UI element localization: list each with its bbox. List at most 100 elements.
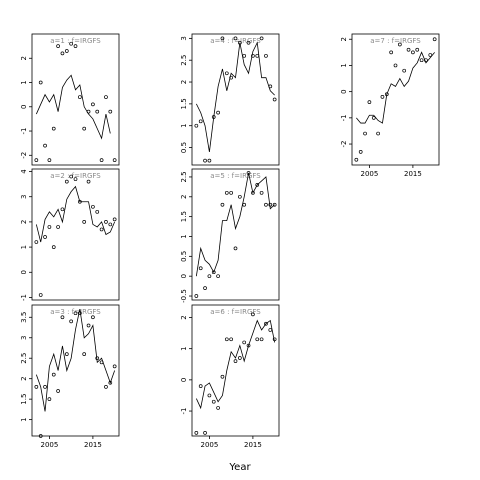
data-point [60, 51, 65, 56]
y-tick-label: 3 [20, 194, 28, 198]
y-tick-label: 1 [180, 123, 188, 127]
data-point [216, 110, 220, 115]
data-point [198, 384, 203, 388]
data-point [398, 42, 402, 47]
data-point [272, 97, 277, 102]
y-tick-label: 1 [180, 234, 188, 238]
data-point [255, 183, 260, 187]
series-line [35, 74, 111, 140]
data-point [86, 179, 91, 184]
data-point [233, 359, 238, 363]
data-point [211, 270, 216, 275]
data-point [367, 100, 372, 104]
series-line [195, 41, 275, 152]
data-point [108, 109, 113, 114]
x-tick-label: 2015 [84, 441, 102, 449]
series-line [35, 309, 116, 412]
data-point [108, 222, 113, 227]
x-axis-title: Year [228, 462, 251, 473]
x-tick-label: 2005 [360, 170, 378, 178]
data-point [264, 202, 268, 207]
data-point [207, 274, 212, 279]
data-point [91, 102, 95, 107]
series-line [195, 319, 276, 410]
y-tick-label: 0 [180, 274, 188, 278]
x-tick-label: 2005 [200, 441, 218, 449]
y-tick-label: 3 [20, 336, 28, 340]
data-point [251, 312, 255, 317]
y-tick-label: 4 [20, 169, 28, 174]
data-point [82, 352, 87, 356]
data-point [69, 41, 74, 46]
data-point [203, 158, 207, 163]
data-point [246, 40, 251, 45]
data-point [220, 36, 225, 41]
data-point [194, 294, 199, 298]
data-point [47, 397, 52, 402]
y-tick-label: 0 [20, 105, 28, 109]
data-point [73, 177, 78, 181]
data-point [207, 393, 212, 398]
panel-2: a=2 : f=IRGFS -1 0 1 2 3 4 [20, 168, 120, 301]
y-tick-label: 1.5 [180, 98, 188, 109]
data-point [203, 431, 207, 435]
y-tick-label: -1 [20, 294, 28, 301]
data-point [69, 319, 74, 324]
data-point [56, 44, 60, 48]
y-tick-label: 0 [180, 378, 188, 382]
data-point [415, 47, 420, 52]
data-point [272, 202, 277, 207]
data-point [108, 380, 113, 385]
data-point [246, 343, 251, 348]
panel-7: a=7 : f=IRGFS -2 -1 0 1 2 2005 2015 [340, 33, 440, 178]
data-point [216, 406, 220, 410]
data-point [402, 68, 407, 73]
data-point [428, 53, 433, 57]
panel-strip-label: a=4 : f=IRGFS [210, 37, 261, 45]
y-tick-label: 1.5 [20, 394, 28, 405]
data-point [104, 220, 108, 224]
data-point [51, 372, 56, 377]
data-point [358, 150, 363, 154]
y-tick-label: -0.5 [180, 289, 188, 303]
data-point [259, 337, 264, 342]
y-tick-label: 2.5 [180, 171, 188, 182]
data-point [255, 337, 260, 342]
data-point [432, 37, 437, 42]
data-point [229, 337, 233, 342]
data-point [82, 220, 87, 224]
data-point [229, 190, 233, 195]
data-point [194, 431, 199, 435]
data-point [64, 49, 69, 53]
data-point [233, 246, 238, 251]
data-point [264, 53, 268, 58]
data-point [99, 158, 104, 162]
data-point [86, 323, 91, 328]
data-point [56, 389, 60, 393]
y-tick-label: 2 [180, 80, 188, 84]
panel-frame [31, 168, 120, 301]
data-point [112, 158, 117, 162]
data-point [255, 53, 260, 58]
y-tick-label: -1 [180, 408, 188, 415]
data-point [233, 36, 238, 41]
y-tick-label: 1 [20, 245, 28, 249]
y-tick-label: 1 [340, 63, 348, 67]
y-tick-label: 1 [20, 417, 28, 421]
panel-4: a=4 : f=IRGFS 0.5 1 1.5 2 2.5 3 [180, 33, 280, 166]
data-point [224, 71, 229, 76]
data-point [268, 328, 273, 332]
data-point [198, 119, 203, 124]
data-point [47, 225, 52, 229]
panel-frame [191, 168, 280, 301]
data-point [220, 374, 225, 379]
y-tick-label: 0.5 [180, 251, 188, 262]
data-point [43, 235, 47, 239]
data-point [242, 340, 247, 345]
y-tick-label: 2 [180, 315, 188, 319]
data-point [82, 126, 87, 131]
y-tick-label: 2 [180, 195, 188, 199]
y-tick-label: 1 [20, 80, 28, 84]
data-point [224, 190, 229, 195]
